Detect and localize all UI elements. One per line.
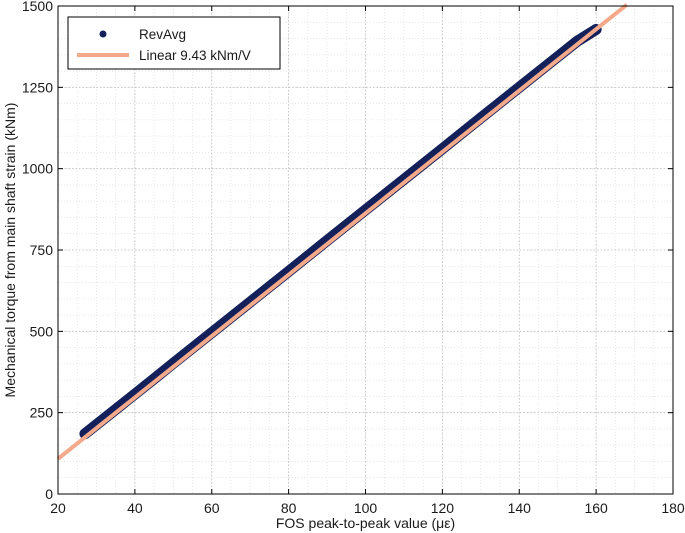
legend: RevAvg Linear 9.43 kNm/V <box>67 16 281 70</box>
y-tick-label: 750 <box>30 242 54 258</box>
x-tick-label: 160 <box>584 500 608 516</box>
legend-label-linear-fit: Linear 9.43 kNm/V <box>139 48 251 63</box>
y-tick-label: 1000 <box>22 161 53 177</box>
y-tick-label: 0 <box>45 486 53 502</box>
legend-box <box>67 16 281 70</box>
x-tick-label: 100 <box>354 500 378 516</box>
grid <box>57 5 674 495</box>
fit-line <box>56 3 629 461</box>
y-tick-label: 500 <box>30 323 54 339</box>
y-tick-label: 1500 <box>22 0 53 14</box>
y-axis-ticks: 0 250 500 750 1000 1250 1500 <box>22 0 673 502</box>
x-tick-label: 40 <box>127 500 143 516</box>
fit-line-series <box>56 3 629 461</box>
x-tick-label: 20 <box>50 500 66 516</box>
y-axis-label: Mechanical torque from main shaft strain… <box>2 103 18 398</box>
legend-marker-revavg <box>99 30 107 38</box>
y-tick-label: 250 <box>30 405 54 421</box>
x-tick-label: 60 <box>204 500 220 516</box>
x-tick-label: 140 <box>508 500 532 516</box>
y-tick-label: 1250 <box>22 79 53 95</box>
scatter-point-cloud <box>79 23 602 440</box>
x-tick-label: 120 <box>431 500 455 516</box>
x-axis-ticks: 20 40 60 80 100 120 140 160 180 <box>50 6 685 516</box>
legend-label-revavg: RevAvg <box>139 27 186 42</box>
x-tick-label: 180 <box>661 500 685 516</box>
x-axis-label: FOS peak-to-peak value (με) <box>276 515 455 531</box>
x-tick-label: 80 <box>281 500 297 516</box>
